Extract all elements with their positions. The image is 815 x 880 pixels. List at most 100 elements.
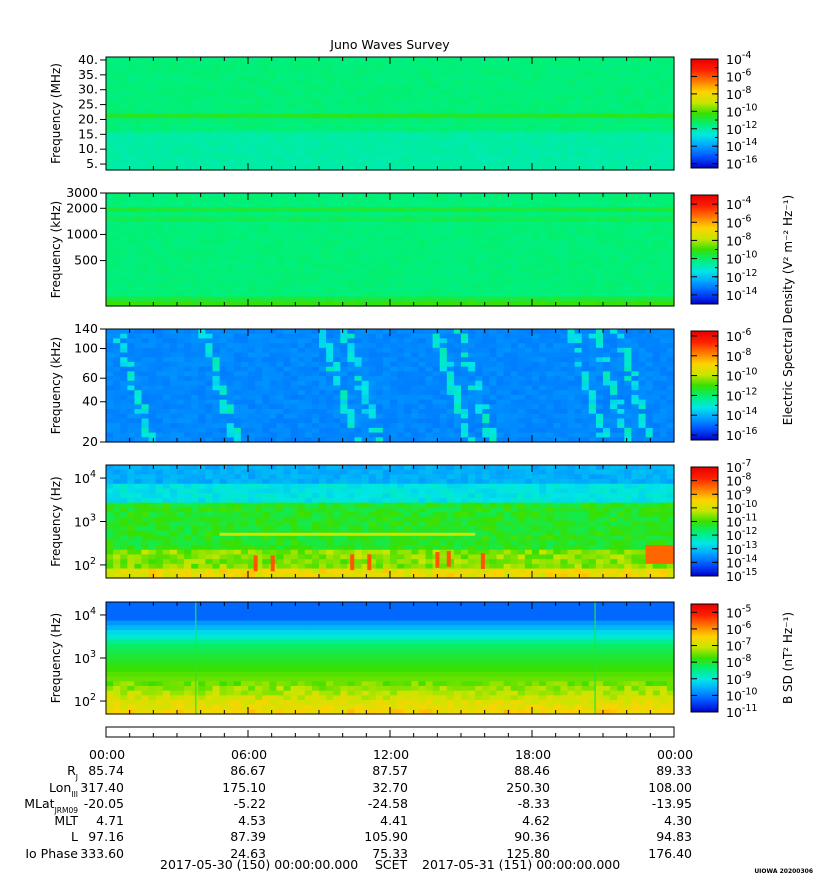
y-ticks: 104 103 102 bbox=[74, 602, 675, 714]
colorbar-tick-label: 10-9 bbox=[726, 670, 751, 687]
y-axis-label: Frequency (kHz) bbox=[49, 337, 63, 434]
ephemeris-value: 75.33 bbox=[372, 846, 408, 861]
colorbar-tick-label: 10-6 bbox=[726, 213, 751, 230]
colorbar-tick-label: 10-7 bbox=[726, 637, 751, 654]
y-tick-label: 20. bbox=[78, 111, 98, 126]
y-tick-label: 2000 bbox=[66, 200, 98, 215]
y-tick-label: 40. bbox=[78, 52, 98, 67]
ephemeris-value: -8.33 bbox=[517, 796, 550, 812]
spectrogram-cells bbox=[106, 602, 675, 715]
y-tick-label: 35. bbox=[78, 67, 98, 82]
colorbar-tick-label: 10-10 bbox=[726, 102, 757, 119]
ephemeris-value: -13.95 bbox=[651, 796, 692, 812]
colorbar-tick-label: 10-14 bbox=[726, 286, 757, 303]
colorbar-tick-label: 10-5 bbox=[726, 603, 751, 620]
y-tick-label: 102 bbox=[74, 692, 96, 709]
y-tick-label: 5. bbox=[86, 156, 98, 171]
y-tick-label: 15. bbox=[78, 126, 98, 141]
ephemeris-value: 105.90 bbox=[364, 829, 408, 845]
colorbar-tick-label: 10-14 bbox=[726, 137, 757, 154]
colorbar-tick-label: 10-7 bbox=[726, 458, 751, 475]
ephemeris-value: 97.16 bbox=[88, 829, 124, 845]
ephemeris-value: 125.80 bbox=[506, 846, 550, 861]
y-tick-label: 1000 bbox=[66, 226, 98, 241]
ephemeris-value: 87.57 bbox=[372, 763, 408, 778]
ephemeris-value: 4.62 bbox=[522, 812, 550, 828]
colorbar-tick-label: 10-12 bbox=[726, 268, 757, 285]
colorbar-tick-label: 10-6 bbox=[726, 67, 751, 84]
colorbar-tick-label: 10-14 bbox=[726, 406, 757, 423]
ephemeris-value: -24.58 bbox=[367, 796, 408, 812]
colorbar-tick-label: 10-8 bbox=[726, 472, 751, 489]
ephemeris-row-label: L bbox=[71, 829, 78, 845]
colorbar-tick-label: 10-8 bbox=[726, 85, 751, 102]
colorbar-tick-label: 10-15 bbox=[726, 567, 757, 584]
ephemeris-value: 88.46 bbox=[514, 763, 550, 778]
ephemeris-value: 4.41 bbox=[380, 812, 408, 828]
time-tick-label: 12:00 bbox=[373, 747, 410, 762]
ephemeris-row-label: RJ bbox=[67, 763, 78, 782]
colorbar-tick-label: 10-11 bbox=[726, 513, 757, 530]
spectrogram-cells bbox=[106, 193, 675, 307]
colorbar-tick-label: 10-8 bbox=[726, 347, 751, 364]
y-axis-label: Frequency (Hz) bbox=[49, 476, 63, 567]
colorbar-tick-label: 10-6 bbox=[726, 327, 751, 344]
y-tick-label: 30. bbox=[78, 82, 98, 97]
ephemeris-value: 90.36 bbox=[514, 829, 550, 845]
spectrogram-cells bbox=[106, 57, 675, 171]
ephemeris-value: 4.53 bbox=[238, 812, 266, 828]
colorbar-tick-label: 10-10 bbox=[726, 686, 757, 703]
ephemeris-row-label: LonIII bbox=[49, 779, 78, 799]
footer-start-time: 2017-05-30 (150) 00:00:00.000 bbox=[160, 857, 359, 872]
colorbar-tick-label: 10-8 bbox=[726, 653, 751, 670]
ephemeris-value: 85.74 bbox=[88, 763, 124, 778]
y-axis-label: Frequency (kHz) bbox=[49, 201, 63, 298]
ephemeris-value: 87.39 bbox=[230, 829, 266, 845]
credit-label: UIOWA 20200306 bbox=[754, 868, 813, 875]
colorbar-tick-label: 10-11 bbox=[726, 703, 757, 720]
colorbar-tick-label: 10-14 bbox=[726, 553, 757, 570]
y-tick-label: 25. bbox=[78, 97, 98, 112]
ephemeris-row-label: MLatJRM09 bbox=[24, 796, 78, 816]
ephemeris-value: -20.05 bbox=[83, 796, 124, 812]
y-ticks: 5.10.15.20.25.30.35.40. bbox=[78, 52, 675, 171]
y-tick-label: 20 bbox=[82, 434, 98, 449]
spectrogram-cells bbox=[106, 329, 675, 443]
ephemeris-row-label: MLT bbox=[54, 812, 78, 828]
time-tick-label: 06:00 bbox=[231, 747, 268, 762]
time-axis-strip bbox=[105, 726, 675, 738]
ephemeris-value: 317.40 bbox=[80, 779, 124, 795]
y-tick-label: 140 bbox=[74, 321, 98, 336]
figure-title: Juno Waves Survey bbox=[329, 37, 450, 52]
colorbar-tick-label: 10-12 bbox=[726, 386, 757, 403]
y-tick-label: 3000 bbox=[66, 185, 98, 200]
spectrogram-cells bbox=[106, 465, 675, 579]
colorbar-tick-label: 10-13 bbox=[726, 540, 757, 557]
ephemeris-value: 333.60 bbox=[80, 846, 124, 861]
y-tick-label: 10. bbox=[78, 141, 98, 156]
colorbar-tick-label: 10-4 bbox=[726, 50, 751, 67]
ephemeris-value: 86.67 bbox=[230, 763, 266, 778]
y-tick-label: 102 bbox=[74, 556, 96, 573]
panel-1: 5.10.15.20.25.30.35.40. Frequency (MHz) 10… bbox=[49, 50, 757, 172]
colorbar-tick-label: 10-10 bbox=[726, 499, 757, 516]
colorbar-tick-label: 10-10 bbox=[726, 250, 757, 267]
time-tick-label: 00:00 bbox=[657, 747, 694, 762]
footer-end-time: 2017-05-31 (151) 00:00:00.000 bbox=[422, 857, 621, 872]
colorbar-tick-label: 10-6 bbox=[726, 620, 751, 637]
y-axis-label: Frequency (Hz) bbox=[49, 613, 63, 704]
y-tick-label: 104 bbox=[74, 469, 96, 486]
colorbar-tick-label: 10-16 bbox=[726, 155, 757, 172]
time-tick-label: 00:00 bbox=[89, 747, 126, 762]
ephemeris-value: 4.30 bbox=[664, 812, 692, 828]
y-tick-label: 500 bbox=[74, 253, 98, 268]
ephemeris-value: 175.10 bbox=[222, 779, 266, 795]
y-tick-label: 103 bbox=[74, 649, 96, 666]
footer-scet-label: SCET bbox=[375, 857, 408, 872]
colorbar-tick-label: 10-12 bbox=[726, 526, 757, 543]
